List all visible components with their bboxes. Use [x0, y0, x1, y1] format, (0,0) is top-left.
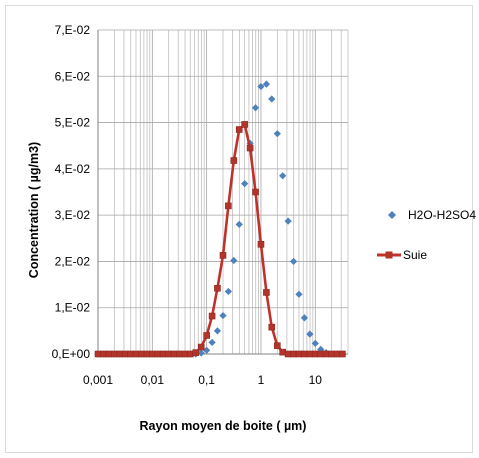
suie-point [333, 350, 341, 358]
h2o-h2so4-point [213, 327, 222, 335]
suie-point [284, 350, 292, 358]
h2o-h2so4-point [306, 330, 314, 338]
series-h2o-h2so4 [94, 80, 347, 358]
suie-point [279, 348, 286, 356]
legend-label-suie: Suie [403, 248, 427, 262]
h2o-h2so4-point [203, 346, 211, 354]
y-tick-label: 5,E-02 [55, 116, 91, 130]
suie-point [241, 121, 248, 128]
y-tick-labels: 0,E+00 1,E-02 2,E-02 3,E-02 4,E-02 5,E-02 6,E-… [52, 23, 91, 361]
legend-label-h2o-h2so4: H2O-H2SO4 [408, 208, 476, 222]
h2o-h2so4-point [268, 95, 276, 103]
legend-item-suie: Suie [377, 248, 427, 262]
x-tick-label: 10 [309, 373, 323, 387]
h2o-h2so4-point [284, 217, 292, 225]
suie-point [268, 323, 276, 331]
h2o-h2so4-point [251, 104, 260, 112]
h2o-h2so4-point [219, 311, 227, 320]
suie-point [263, 289, 270, 296]
series-suie [94, 121, 346, 358]
suie-point [311, 350, 319, 358]
suie-point [192, 349, 200, 356]
y-axis-title: Concentration ( µg/m3) [27, 142, 41, 278]
suie-point [274, 342, 281, 349]
suie-point [197, 343, 205, 351]
y-tick-label: 0,E+00 [52, 347, 91, 361]
h2o-h2so4-point [230, 256, 238, 265]
suie-point [159, 350, 167, 358]
suie-point [208, 312, 216, 320]
suie-point [187, 350, 194, 358]
suie-point [138, 350, 145, 358]
x-tick-label: 1 [258, 373, 265, 387]
suie-point [105, 350, 113, 358]
suie-point [219, 252, 227, 259]
suie-point [290, 350, 297, 358]
h2o-h2so4-point [311, 339, 319, 347]
h2o-h2so4-point [208, 338, 216, 347]
suie-point [230, 157, 238, 164]
h2o-h2so4-point [279, 172, 287, 180]
suie-point [252, 188, 259, 196]
y-tick-label: 2,E-02 [55, 254, 91, 268]
h2o-h2so4-point [317, 345, 325, 353]
h2o-h2so4-point [235, 220, 243, 228]
h2o-h2so4-point [197, 349, 205, 357]
suie-point [246, 144, 254, 152]
h2o-h2so4-point [241, 180, 249, 188]
legend-item-h2o-h2so4: H2O-H2SO4 [388, 208, 476, 222]
h2o-h2so4-point [224, 287, 232, 296]
y-tick-label: 6,E-02 [55, 69, 91, 83]
suie-point [295, 350, 303, 358]
suie-point [339, 350, 346, 358]
suie-point [121, 350, 129, 358]
suie-point [181, 350, 189, 358]
suie-point [116, 350, 124, 358]
h2o-h2so4-point [273, 130, 281, 138]
h2o-h2so4-point [289, 257, 298, 266]
y-tick-label: 1,E-02 [55, 301, 91, 315]
x-axis-title: Rayon moyen de boite ( µm) [140, 419, 307, 433]
y-tick-label: 4,E-02 [55, 162, 91, 176]
suie-point [203, 332, 210, 339]
suie-point [170, 350, 178, 358]
suie-point [143, 350, 151, 358]
h2o-h2so4-point [262, 80, 271, 88]
h2o-h2so4-point [295, 290, 303, 298]
legend: H2O-H2SO4 Suie [377, 208, 476, 262]
y-tick-label: 7,E-02 [55, 23, 91, 37]
suie-point [94, 350, 102, 358]
h2o-h2so4-point [257, 82, 265, 91]
x-tick-label: 0,01 [141, 373, 165, 387]
suie-point [306, 350, 314, 358]
x-tick-label: 0,1 [198, 373, 215, 387]
x-tick-label: 0,001 [83, 373, 113, 387]
h2o-h2so4-point [300, 314, 309, 322]
suie-point [176, 350, 183, 358]
plot-grid [97, 29, 349, 355]
suie-point [301, 350, 308, 358]
x-tick-labels: 0,001 0,01 0,1 1 10 [83, 373, 322, 387]
legend-marker-diamond [388, 211, 396, 219]
suie-point [225, 202, 232, 210]
suie-point [132, 350, 140, 358]
suie-point [149, 350, 156, 358]
suie-point [235, 126, 243, 133]
suie-point [257, 241, 265, 248]
suie-point [322, 350, 330, 358]
legend-marker-square [385, 251, 393, 259]
suie-point [214, 284, 221, 292]
suie-point [127, 350, 134, 358]
y-tick-label: 3,E-02 [55, 208, 91, 222]
